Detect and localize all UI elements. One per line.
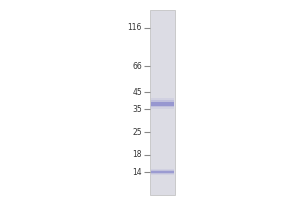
Text: 45: 45 <box>132 88 142 97</box>
Bar <box>151 169 174 175</box>
Text: 66: 66 <box>132 62 142 71</box>
Bar <box>151 171 174 173</box>
Text: 25: 25 <box>132 128 142 137</box>
Text: 14: 14 <box>132 168 142 177</box>
Bar <box>151 102 174 106</box>
Bar <box>151 100 174 107</box>
Text: 18: 18 <box>133 150 142 159</box>
Bar <box>151 98 174 109</box>
Text: 35: 35 <box>132 105 142 114</box>
Bar <box>151 170 174 174</box>
Text: 116: 116 <box>128 23 142 32</box>
Bar <box>150 10 175 195</box>
